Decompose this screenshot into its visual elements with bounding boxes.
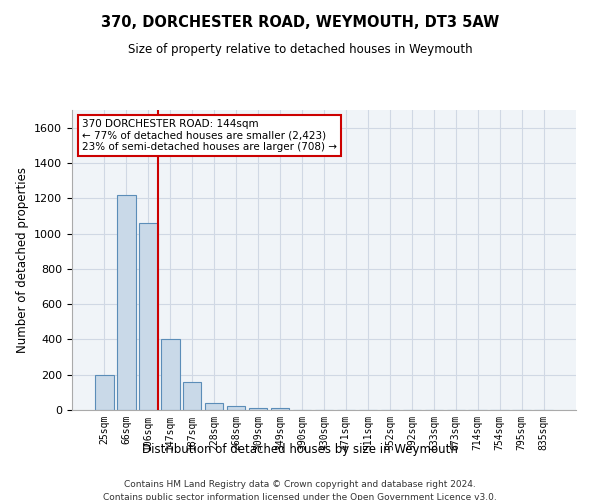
Text: Contains HM Land Registry data © Crown copyright and database right 2024.: Contains HM Land Registry data © Crown c… xyxy=(124,480,476,489)
Bar xyxy=(271,408,289,410)
Bar xyxy=(249,408,268,410)
Text: 370 DORCHESTER ROAD: 144sqm
← 77% of detached houses are smaller (2,423)
23% of : 370 DORCHESTER ROAD: 144sqm ← 77% of det… xyxy=(82,119,337,152)
Y-axis label: Number of detached properties: Number of detached properties xyxy=(16,167,29,353)
Bar xyxy=(161,338,179,410)
Bar xyxy=(183,382,202,410)
Bar xyxy=(227,406,245,410)
Text: Distribution of detached houses by size in Weymouth: Distribution of detached houses by size … xyxy=(142,442,458,456)
Text: Contains public sector information licensed under the Open Government Licence v3: Contains public sector information licen… xyxy=(103,492,497,500)
Bar xyxy=(95,374,113,410)
Bar xyxy=(117,194,136,410)
Text: Size of property relative to detached houses in Weymouth: Size of property relative to detached ho… xyxy=(128,42,472,56)
Text: 370, DORCHESTER ROAD, WEYMOUTH, DT3 5AW: 370, DORCHESTER ROAD, WEYMOUTH, DT3 5AW xyxy=(101,15,499,30)
Bar xyxy=(139,223,158,410)
Bar xyxy=(205,403,223,410)
